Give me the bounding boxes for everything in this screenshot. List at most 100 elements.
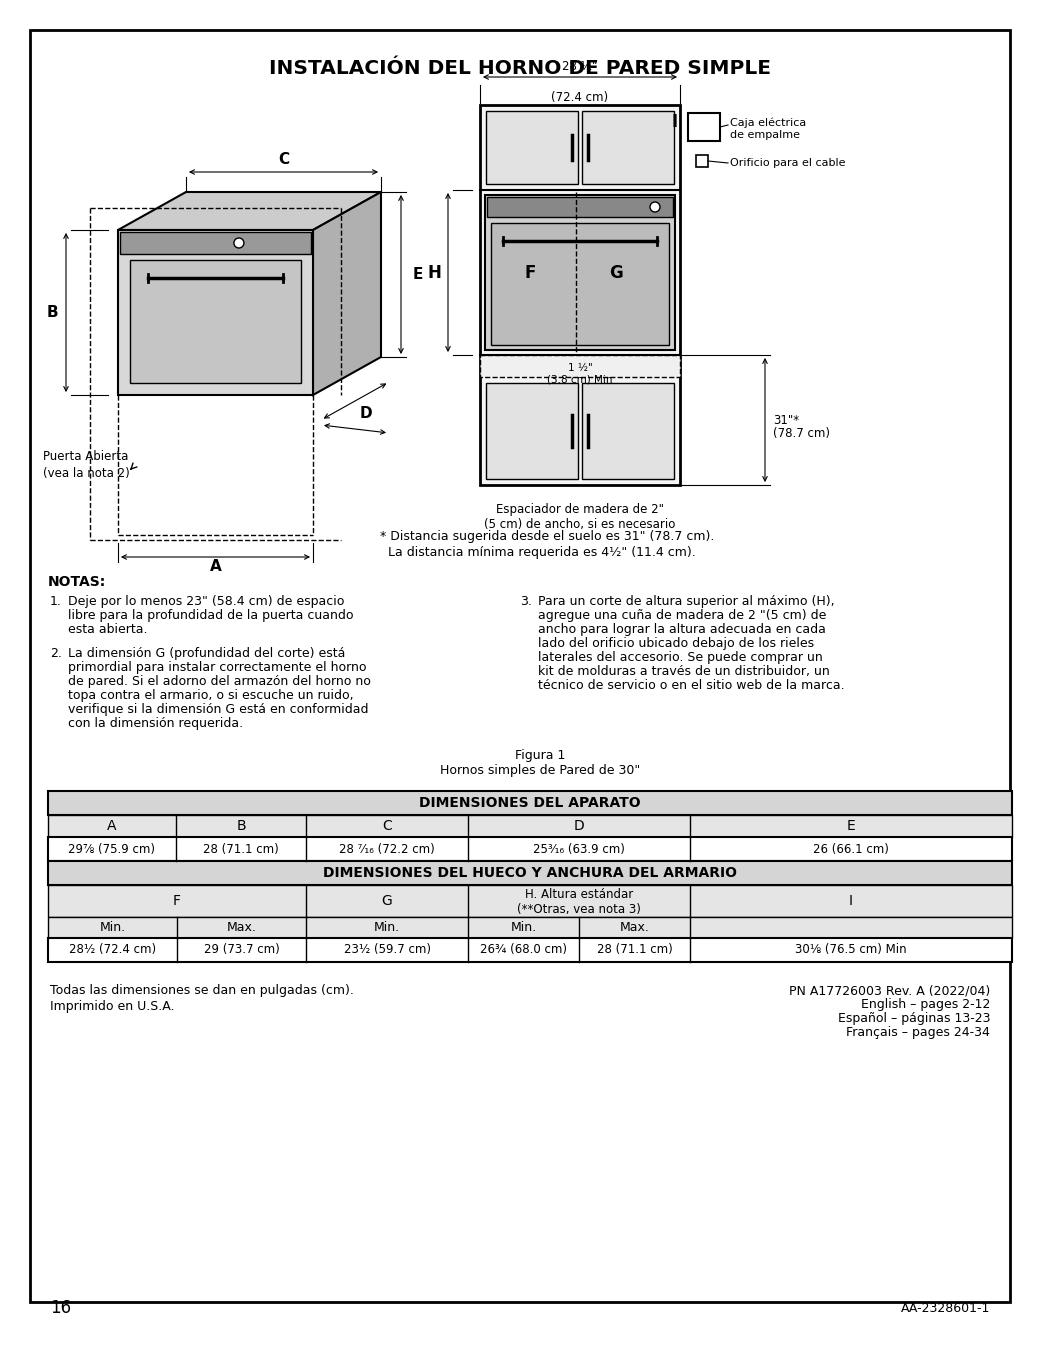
- Text: E: E: [413, 267, 424, 282]
- Bar: [491, 224, 669, 345]
- Text: con la dimensión requerida.: con la dimensión requerida.: [68, 717, 244, 730]
- Text: 26 (66.1 cm): 26 (66.1 cm): [813, 842, 889, 855]
- Bar: [118, 230, 313, 395]
- Polygon shape: [118, 193, 381, 230]
- Bar: [480, 356, 680, 377]
- Ellipse shape: [234, 238, 244, 248]
- Text: E: E: [846, 819, 856, 832]
- Text: Español – páginas 13-23: Español – páginas 13-23: [838, 1012, 990, 1025]
- Text: de empalme: de empalme: [730, 131, 799, 140]
- Text: técnico de servicio o en el sitio web de la marca.: técnico de servicio o en el sitio web de…: [538, 679, 844, 692]
- Text: 2.: 2.: [50, 647, 61, 660]
- Text: H: H: [427, 264, 441, 282]
- Bar: [120, 232, 311, 255]
- Text: * Distancia sugerida desde el suelo es 31" (78.7 cm).: * Distancia sugerida desde el suelo es 3…: [380, 529, 714, 543]
- Text: D: D: [574, 819, 584, 832]
- Polygon shape: [313, 193, 381, 395]
- Text: (5 cm) de ancho, si es necesario: (5 cm) de ancho, si es necesario: [484, 519, 676, 531]
- Text: libre para la profundidad de la puerta cuando: libre para la profundidad de la puerta c…: [68, 609, 354, 622]
- Text: 28 (71.1 cm): 28 (71.1 cm): [203, 842, 279, 855]
- Text: G: G: [382, 894, 392, 908]
- Text: (78.7 cm): (78.7 cm): [773, 427, 830, 440]
- Text: A: A: [209, 559, 222, 574]
- Text: kit de molduras a través de un distribuidor, un: kit de molduras a través de un distribui…: [538, 665, 830, 678]
- Text: verifique si la dimensión G está en conformidad: verifique si la dimensión G está en conf…: [68, 703, 369, 717]
- Bar: [48, 815, 1012, 836]
- Text: (3.8 cm) Min: (3.8 cm) Min: [548, 374, 613, 384]
- Text: (**Otras, vea nota 3): (**Otras, vea nota 3): [517, 902, 641, 916]
- Text: DIMENSIONES DEL APARATO: DIMENSIONES DEL APARATO: [420, 796, 641, 810]
- Text: 16: 16: [50, 1299, 71, 1317]
- Text: Français – pages 24-34: Français – pages 24-34: [846, 1026, 990, 1039]
- Text: Min.: Min.: [374, 921, 400, 933]
- Text: Orificio para el cable: Orificio para el cable: [730, 158, 845, 168]
- Text: Para un corte de altura superior al máximo (H),: Para un corte de altura superior al máxi…: [538, 595, 835, 607]
- Bar: [48, 885, 1012, 917]
- Circle shape: [650, 202, 660, 211]
- Text: AA-2328601-1: AA-2328601-1: [900, 1301, 990, 1315]
- Text: F: F: [173, 894, 181, 908]
- Text: NOTAS:: NOTAS:: [48, 575, 106, 589]
- Bar: [48, 917, 1012, 938]
- Text: 26¾ (68.0 cm): 26¾ (68.0 cm): [480, 943, 567, 956]
- Text: 3.: 3.: [520, 595, 532, 607]
- Text: esta abierta.: esta abierta.: [68, 624, 148, 636]
- Text: ancho para lograr la altura adecuada en cada: ancho para lograr la altura adecuada en …: [538, 624, 826, 636]
- Text: 31"*: 31"*: [773, 414, 799, 427]
- Text: D: D: [360, 405, 373, 422]
- Text: La dimensión G (profundidad del corte) está: La dimensión G (profundidad del corte) e…: [68, 647, 346, 660]
- Text: primordial para instalar correctamente el horno: primordial para instalar correctamente e…: [68, 661, 366, 674]
- Text: agregue una cuña de madera de 2 "(5 cm) de: agregue una cuña de madera de 2 "(5 cm) …: [538, 609, 827, 622]
- Text: 1.: 1.: [50, 595, 61, 607]
- Bar: [582, 110, 674, 185]
- Bar: [582, 383, 674, 480]
- Text: G: G: [609, 264, 623, 282]
- Text: C: C: [382, 819, 391, 832]
- Bar: [480, 105, 680, 485]
- Text: Min.: Min.: [510, 921, 536, 933]
- Text: 28 ⁷⁄₁₆ (72.2 cm): 28 ⁷⁄₁₆ (72.2 cm): [339, 842, 435, 855]
- Text: H. Altura estándar: H. Altura estándar: [525, 889, 633, 901]
- Text: 28 (71.1 cm): 28 (71.1 cm): [596, 943, 672, 956]
- Text: (vea la nota 2): (vea la nota 2): [43, 466, 130, 480]
- Bar: [486, 110, 578, 185]
- Text: Todas las dimensiones se dan en pulgadas (cm).: Todas las dimensiones se dan en pulgadas…: [50, 985, 354, 997]
- Text: (72.4 cm): (72.4 cm): [552, 92, 609, 104]
- Text: Hornos simples de Pared de 30": Hornos simples de Pared de 30": [440, 764, 640, 777]
- Text: topa contra el armario, o si escuche un ruido,: topa contra el armario, o si escuche un …: [68, 690, 354, 702]
- Text: Imprimido en U.S.A.: Imprimido en U.S.A.: [50, 999, 175, 1013]
- Bar: [48, 791, 1012, 815]
- Text: English – pages 2-12: English – pages 2-12: [861, 998, 990, 1012]
- Text: A: A: [107, 819, 117, 832]
- Text: DIMENSIONES DEL HUECO Y ANCHURA DEL ARMARIO: DIMENSIONES DEL HUECO Y ANCHURA DEL ARMA…: [323, 866, 737, 880]
- Text: Caja eléctrica: Caja eléctrica: [730, 119, 806, 128]
- Text: Max.: Max.: [619, 921, 650, 933]
- Text: 1 ½": 1 ½": [567, 362, 592, 373]
- Text: Max.: Max.: [227, 921, 256, 933]
- Bar: [48, 861, 1012, 885]
- Bar: [130, 260, 301, 383]
- Text: 29 (73.7 cm): 29 (73.7 cm): [204, 943, 279, 956]
- Text: 23½ (59.7 cm): 23½ (59.7 cm): [344, 943, 431, 956]
- Text: Puerta Abierta: Puerta Abierta: [43, 450, 128, 463]
- Bar: [48, 938, 1012, 962]
- Text: La distancia mínima requerida es 4½" (11.4 cm).: La distancia mínima requerida es 4½" (11…: [380, 546, 695, 559]
- Text: de pared. Si el adorno del armazón del horno no: de pared. Si el adorno del armazón del h…: [68, 675, 371, 688]
- Text: PN A17726003 Rev. A (2022/04): PN A17726003 Rev. A (2022/04): [789, 985, 990, 997]
- Text: 29⅞ (75.9 cm): 29⅞ (75.9 cm): [69, 842, 155, 855]
- Text: 25³⁄₁₆ (63.9 cm): 25³⁄₁₆ (63.9 cm): [533, 842, 625, 855]
- Text: 28 ½": 28 ½": [562, 61, 598, 73]
- Text: lado del orificio ubicado debajo de los rieles: lado del orificio ubicado debajo de los …: [538, 637, 814, 651]
- Text: Figura 1: Figura 1: [515, 749, 565, 762]
- Bar: [487, 197, 672, 217]
- Text: Espaciador de madera de 2": Espaciador de madera de 2": [496, 502, 664, 516]
- Text: laterales del accesorio. Se puede comprar un: laterales del accesorio. Se puede compra…: [538, 651, 822, 664]
- Text: I: I: [671, 113, 678, 131]
- Bar: [486, 383, 578, 480]
- Bar: [48, 836, 1012, 861]
- Text: Deje por lo menos 23" (58.4 cm) de espacio: Deje por lo menos 23" (58.4 cm) de espac…: [68, 595, 345, 607]
- Text: F: F: [525, 264, 536, 282]
- Text: 30⅛ (76.5 cm) Min: 30⅛ (76.5 cm) Min: [795, 943, 907, 956]
- Text: C: C: [278, 152, 289, 167]
- Text: INSTALACIÓN DEL HORNO DE PARED SIMPLE: INSTALACIÓN DEL HORNO DE PARED SIMPLE: [269, 58, 771, 78]
